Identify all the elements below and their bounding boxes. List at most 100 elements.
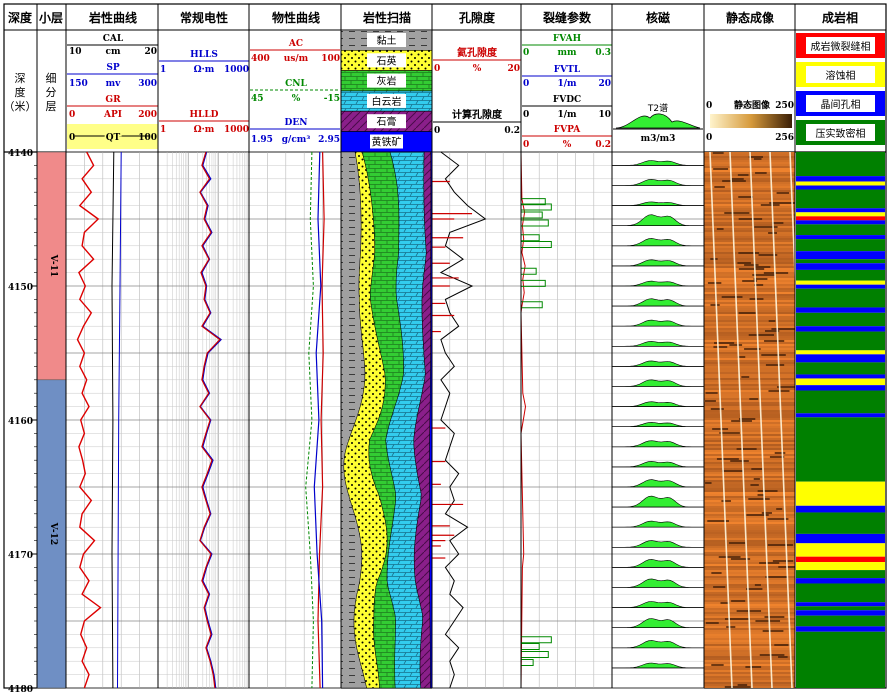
fvah-name: FVAH bbox=[553, 34, 582, 44]
image-band bbox=[704, 174, 795, 176]
gr-name: GR bbox=[105, 95, 121, 105]
image-band bbox=[704, 400, 795, 402]
facies-interval bbox=[796, 481, 885, 506]
phys-header: AC 400 us/m 100 CNL 45 % -15 DEN 1.95 g/… bbox=[250, 39, 340, 145]
cal-name: CAL bbox=[103, 34, 124, 44]
image-band bbox=[704, 674, 795, 676]
image-band bbox=[704, 362, 795, 364]
image-band bbox=[704, 520, 795, 522]
depth-label: 4150 bbox=[8, 283, 33, 293]
facies-interval bbox=[796, 562, 885, 571]
image-band bbox=[704, 472, 795, 474]
qt-max: 100 bbox=[138, 133, 157, 143]
ac-unit: us/m bbox=[284, 54, 309, 64]
hlls-name: HLLS bbox=[190, 50, 218, 60]
image-band bbox=[704, 200, 795, 202]
facies-interval bbox=[796, 390, 885, 414]
t2-unit: m3/m3 bbox=[641, 134, 676, 144]
image-dark-spot bbox=[745, 666, 762, 668]
fvdc-min: 0 bbox=[523, 110, 529, 120]
image-band bbox=[704, 594, 795, 596]
t2-spectrum bbox=[612, 160, 704, 166]
scan-legend-label-bg bbox=[367, 93, 406, 108]
image-band bbox=[704, 254, 795, 256]
image-band bbox=[704, 176, 795, 178]
image-band bbox=[704, 314, 795, 316]
image-dark-spot bbox=[741, 376, 750, 378]
t2-spectrum bbox=[612, 461, 704, 468]
image-band bbox=[704, 506, 795, 508]
facies-interval bbox=[796, 374, 885, 379]
image-band bbox=[704, 330, 795, 332]
image-band bbox=[704, 198, 795, 200]
image-dark-spot bbox=[753, 278, 768, 280]
img-min1: 0 bbox=[706, 101, 712, 111]
image-band bbox=[704, 342, 795, 344]
image-band bbox=[704, 484, 795, 486]
image-band bbox=[704, 272, 795, 274]
image-dark-spot bbox=[772, 222, 784, 224]
image-band bbox=[704, 294, 795, 296]
image-band bbox=[704, 166, 795, 168]
facies-interval bbox=[796, 331, 885, 351]
image-band bbox=[704, 234, 795, 236]
t2-spectrum bbox=[612, 201, 704, 206]
image-band bbox=[704, 566, 795, 568]
image-band bbox=[704, 336, 795, 338]
image-band bbox=[704, 240, 795, 242]
image-band bbox=[704, 574, 795, 576]
image-band bbox=[704, 478, 795, 480]
t2-spectrum bbox=[612, 495, 704, 508]
image-dark-spot bbox=[753, 478, 760, 480]
facies-interval bbox=[796, 610, 885, 616]
scan-legend-label: 石膏 bbox=[377, 115, 397, 128]
image-band bbox=[704, 188, 795, 190]
image-band bbox=[704, 552, 795, 554]
image-band bbox=[704, 386, 795, 388]
image-band bbox=[704, 658, 795, 660]
image-band bbox=[704, 300, 795, 302]
image-band bbox=[704, 452, 795, 454]
depth-axis: 4140 4150 4160 4170 4180 bbox=[8, 149, 37, 695]
img-max2: 256 bbox=[775, 133, 794, 143]
image-dark-spot bbox=[765, 576, 788, 578]
image-band bbox=[704, 382, 795, 384]
image-band bbox=[704, 350, 795, 352]
zone-block bbox=[36, 379, 67, 689]
image-band bbox=[704, 592, 795, 594]
t2-spectrum bbox=[612, 298, 704, 307]
image-band bbox=[704, 670, 795, 672]
fvtl-name: FVTL bbox=[554, 65, 581, 75]
image-dark-spot bbox=[754, 584, 761, 586]
image-band bbox=[704, 664, 795, 666]
t2-spectrum bbox=[612, 360, 704, 367]
t2-spectrum bbox=[612, 238, 704, 247]
image-band bbox=[704, 490, 795, 492]
image-band bbox=[704, 222, 795, 224]
col-title-zone: 小层 bbox=[39, 10, 63, 25]
fvah-step bbox=[521, 301, 543, 309]
scan-legend-label: 灰岩 bbox=[377, 75, 397, 88]
image-band bbox=[704, 662, 795, 664]
image-dark-spot bbox=[757, 490, 778, 492]
he-poro-unit: % bbox=[473, 64, 482, 74]
image-band bbox=[704, 534, 795, 536]
image-dark-spot bbox=[737, 174, 749, 176]
facies-legend-label-bg bbox=[806, 66, 875, 83]
fvah-step bbox=[521, 211, 543, 219]
image-band bbox=[704, 548, 795, 550]
image-band bbox=[704, 410, 795, 412]
hlls-min: 1 bbox=[160, 65, 166, 75]
image-dark-spot bbox=[744, 348, 761, 350]
image-band bbox=[704, 546, 795, 548]
image-band bbox=[704, 580, 795, 582]
image-band bbox=[704, 164, 795, 166]
image-band bbox=[704, 530, 795, 532]
image-dark-spot bbox=[730, 558, 751, 560]
depth-header-3: （米） bbox=[4, 100, 37, 113]
image-band bbox=[704, 486, 795, 488]
fvpa-min: 0 bbox=[523, 140, 529, 150]
calc-poro-name: 计算孔隙度 bbox=[452, 108, 503, 121]
fvah-step bbox=[521, 203, 552, 211]
facies-interval bbox=[796, 284, 885, 289]
